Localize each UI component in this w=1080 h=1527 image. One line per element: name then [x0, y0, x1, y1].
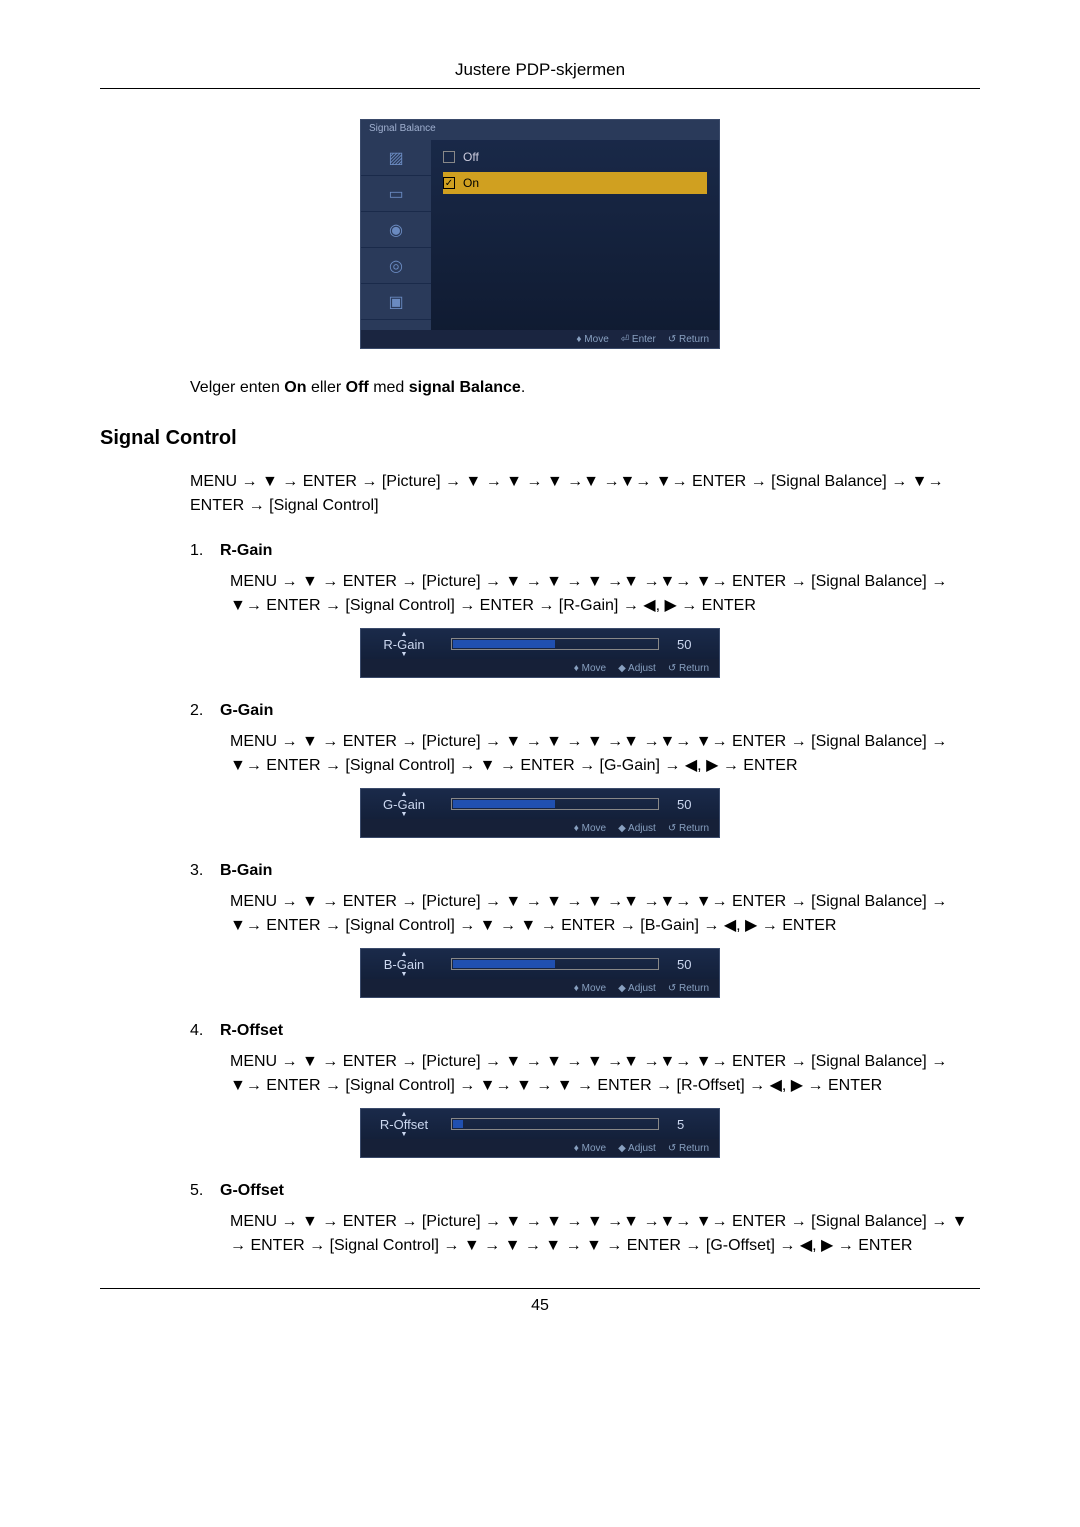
- osd-slider: R-Gain 50 ♦ Move ◆ Adjust ↺ Return: [360, 628, 720, 678]
- osd-sidebar: ▨ ▭ ◉ ◎ ▣: [361, 140, 431, 330]
- intro-pre: Velger enten: [190, 379, 284, 396]
- page-number: 45: [100, 1297, 980, 1315]
- list-num: 2.: [190, 702, 220, 720]
- osd-slider-footer-adjust: ◆ Adjust: [618, 663, 656, 674]
- osd-sidebar-icon-setup: ◎: [361, 248, 431, 284]
- osd-footer: ♦ Move ⏎ Enter ↺ Return: [361, 330, 719, 348]
- osd-slider-fill: [453, 960, 555, 968]
- list-item: 4.R-Offset: [190, 1022, 980, 1040]
- osd-slider-top: R-Gain 50: [361, 629, 719, 659]
- osd-slider-footer-return: ↺ Return: [668, 663, 709, 674]
- osd-slider-footer-move: ♦ Move: [574, 663, 606, 674]
- osd-option-on: On: [443, 172, 707, 194]
- osd-slider-bar: [451, 1118, 659, 1130]
- osd-slider-value: 5: [677, 1117, 705, 1132]
- osd-slider-footer-return: ↺ Return: [668, 823, 709, 834]
- osd-slider-name: R-Offset: [375, 1117, 433, 1132]
- osd-slider-footer-move: ♦ Move: [574, 823, 606, 834]
- osd-slider-fill: [453, 1120, 463, 1128]
- osd-slider-footer-move: ♦ Move: [574, 983, 606, 994]
- list-label: B-Gain: [220, 862, 272, 879]
- osd-body: ▨ ▭ ◉ ◎ ▣ Off On: [361, 140, 719, 330]
- list-num: 5.: [190, 1182, 220, 1200]
- osd-option-off: Off: [443, 146, 707, 168]
- list-num: 1.: [190, 542, 220, 560]
- osd-slider-bar: [451, 798, 659, 810]
- list-label: G-Gain: [220, 702, 273, 719]
- radio-off-icon: [443, 151, 455, 163]
- osd-slider-footer: ♦ Move ◆ Adjust ↺ Return: [361, 1139, 719, 1157]
- osd-signal-balance: Signal Balance ▨ ▭ ◉ ◎ ▣ Off On ♦: [360, 119, 720, 349]
- osd-slider-top: R-Offset 5: [361, 1109, 719, 1139]
- list-label: R-Offset: [220, 1022, 283, 1039]
- page-header-title: Justere PDP-skjermen: [100, 60, 980, 80]
- osd-content: Off On: [431, 140, 719, 330]
- list-label: R-Gain: [220, 542, 272, 559]
- osd-sidebar-icon-input: ▭: [361, 176, 431, 212]
- osd-slider-name: B-Gain: [375, 957, 433, 972]
- sub-nav-path: MENU → ▼ → ENTER → [Picture] → ▼ → ▼ → ▼…: [230, 730, 980, 778]
- list-label: G-Offset: [220, 1182, 284, 1199]
- osd-slider-footer: ♦ Move ◆ Adjust ↺ Return: [361, 819, 719, 837]
- section-heading: Signal Control: [100, 427, 980, 450]
- osd-slider-top: B-Gain 50: [361, 949, 719, 979]
- intro-on: On: [284, 379, 306, 396]
- osd-slider-footer-adjust: ◆ Adjust: [618, 823, 656, 834]
- osd-footer-enter: ⏎ Enter: [621, 334, 656, 345]
- osd-slider-fill: [453, 640, 555, 648]
- main-nav-path: MENU → ▼ → ENTER → [Picture] → ▼ → ▼ → ▼…: [190, 470, 980, 518]
- osd-slider-bar: [451, 958, 659, 970]
- sub-nav-path: MENU → ▼ → ENTER → [Picture] → ▼ → ▼ → ▼…: [230, 890, 980, 938]
- footer-rule: [100, 1288, 980, 1289]
- osd-slider-footer-adjust: ◆ Adjust: [618, 1143, 656, 1154]
- header-rule: [100, 88, 980, 89]
- osd-slider-bar: [451, 638, 659, 650]
- osd-slider-name: G-Gain: [375, 797, 433, 812]
- osd-slider-name: R-Gain: [375, 637, 433, 652]
- osd-sidebar-icon-sound: ◉: [361, 212, 431, 248]
- osd-slider-footer-adjust: ◆ Adjust: [618, 983, 656, 994]
- osd-slider-footer: ♦ Move ◆ Adjust ↺ Return: [361, 659, 719, 677]
- intro-off: Off: [346, 379, 369, 396]
- osd-sidebar-icon-picture: ▨: [361, 140, 431, 176]
- osd-slider: R-Offset 5 ♦ Move ◆ Adjust ↺ Return: [360, 1108, 720, 1158]
- intro-sb: signal Balance: [409, 379, 521, 396]
- intro-text: Velger enten On eller Off med signal Bal…: [190, 379, 980, 397]
- sub-nav-path: MENU → ▼ → ENTER → [Picture] → ▼ → ▼ → ▼…: [230, 1210, 980, 1258]
- sub-nav-path: MENU → ▼ → ENTER → [Picture] → ▼ → ▼ → ▼…: [230, 570, 980, 618]
- list-item: 1.R-Gain: [190, 542, 980, 560]
- intro-post: .: [521, 379, 525, 396]
- list-item: 2.G-Gain: [190, 702, 980, 720]
- osd-slider-top: G-Gain 50: [361, 789, 719, 819]
- osd-sidebar-icon-multi: ▣: [361, 284, 431, 320]
- osd-option-on-label: On: [463, 176, 479, 190]
- osd-footer-return: ↺ Return: [668, 334, 709, 345]
- osd-slider-value: 50: [677, 637, 705, 652]
- osd-slider-footer-move: ♦ Move: [574, 1143, 606, 1154]
- list-item: 5.G-Offset: [190, 1182, 980, 1200]
- osd-slider: G-Gain 50 ♦ Move ◆ Adjust ↺ Return: [360, 788, 720, 838]
- list-item: 3.B-Gain: [190, 862, 980, 880]
- sub-nav-path: MENU → ▼ → ENTER → [Picture] → ▼ → ▼ → ▼…: [230, 1050, 980, 1098]
- intro-mid1: eller: [307, 379, 346, 396]
- osd-slider-value: 50: [677, 957, 705, 972]
- osd-slider-value: 50: [677, 797, 705, 812]
- osd-slider: B-Gain 50 ♦ Move ◆ Adjust ↺ Return: [360, 948, 720, 998]
- manual-page: Justere PDP-skjermen Signal Balance ▨ ▭ …: [0, 0, 1080, 1527]
- osd-slider-footer-return: ↺ Return: [668, 983, 709, 994]
- osd-slider-footer-return: ↺ Return: [668, 1143, 709, 1154]
- osd-option-off-label: Off: [463, 150, 479, 164]
- osd-titlebar: Signal Balance: [361, 120, 719, 140]
- list-num: 3.: [190, 862, 220, 880]
- osd-slider-fill: [453, 800, 555, 808]
- list-num: 4.: [190, 1022, 220, 1040]
- intro-mid2: med: [369, 379, 409, 396]
- osd-slider-footer: ♦ Move ◆ Adjust ↺ Return: [361, 979, 719, 997]
- osd-footer-move: ♦ Move: [576, 334, 608, 345]
- radio-on-icon: [443, 177, 455, 189]
